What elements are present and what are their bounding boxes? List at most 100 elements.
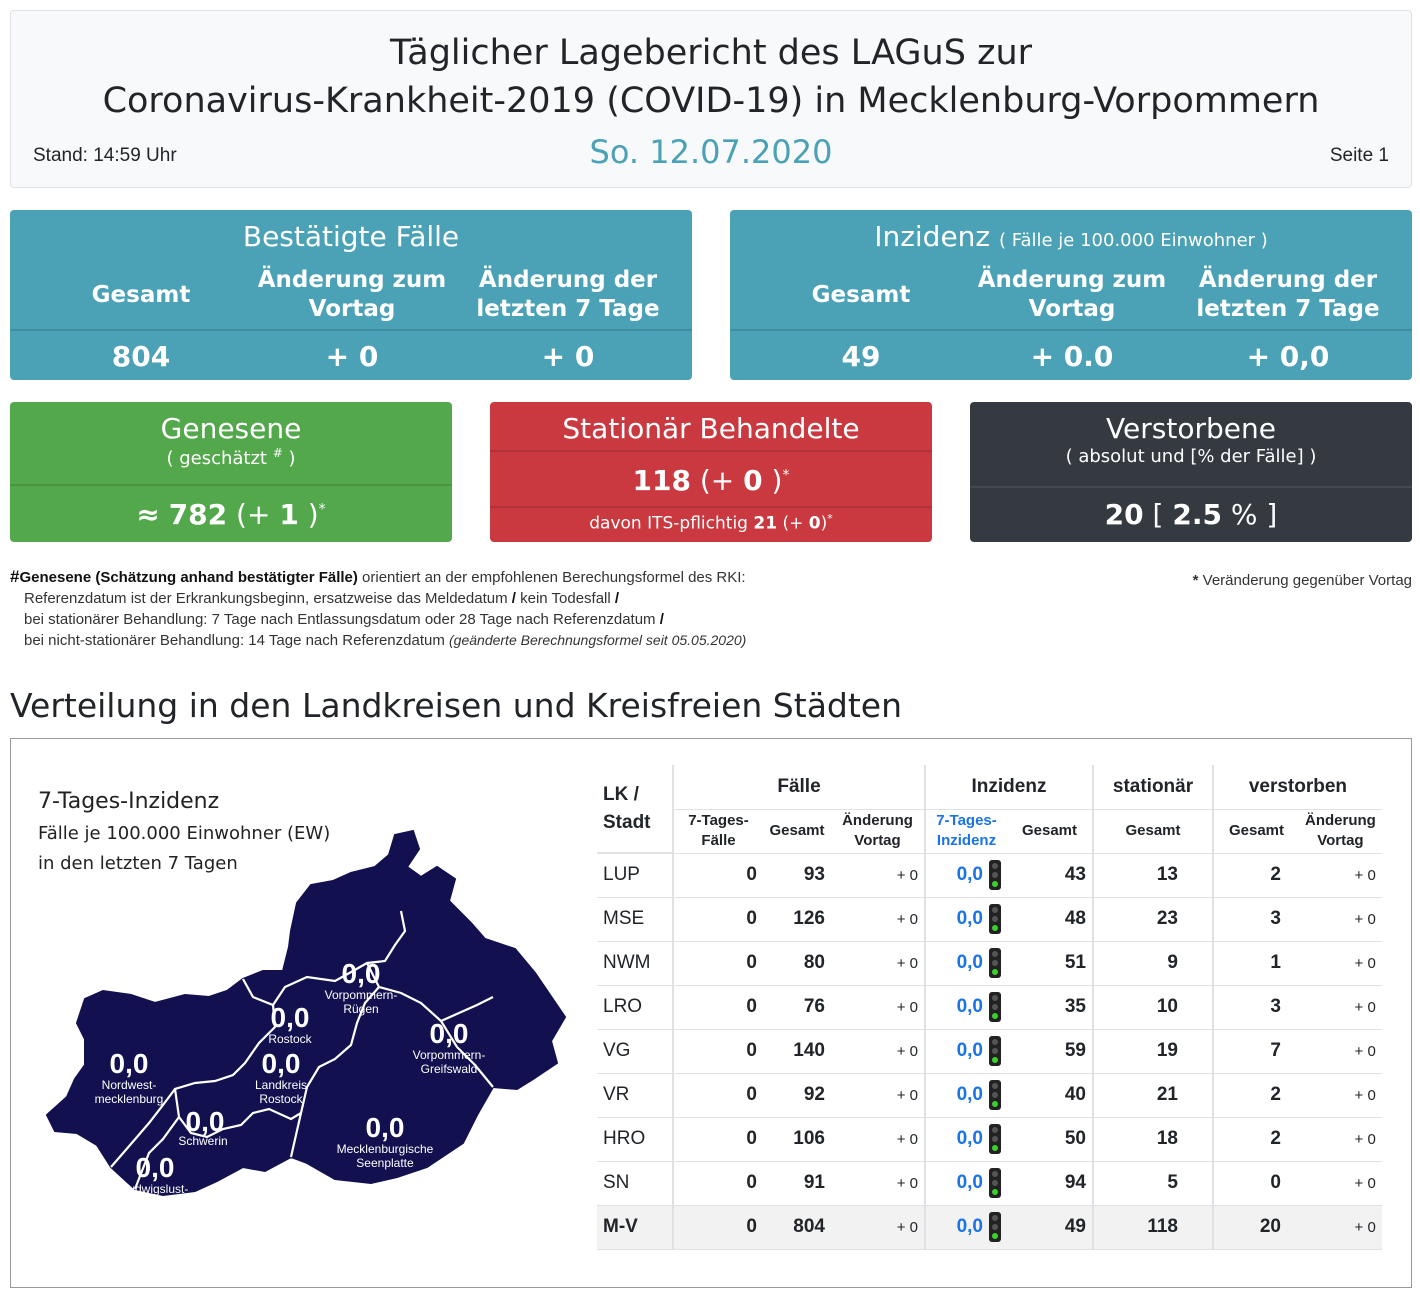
col-faelle-gesamt: Gesamt — [763, 809, 831, 854]
map-value-schwerin: 0,0 — [186, 1106, 225, 1137]
card-divider — [490, 450, 932, 452]
hospitalized-total: 5 — [1092, 1161, 1213, 1206]
incidence-7day: 0,0 — [956, 908, 983, 930]
cases-change: + 0 — [831, 1029, 925, 1074]
footnote-line2-text: Referenzdatum ist der Erkrankungsbeginn,… — [24, 590, 508, 607]
incidence-7day: 0,0 — [956, 1084, 983, 1106]
map-value-seenplatte: 0,0 — [366, 1112, 405, 1143]
report-timestamp: Stand: 14:59 Uhr — [33, 145, 177, 166]
report-header: Täglicher Lagebericht des LAGuS zur Coro… — [10, 10, 1412, 188]
map-label-rostock: Rostock — [268, 1032, 312, 1046]
col-group-verstorben: verstorben — [1212, 765, 1382, 810]
cases-total: 76 — [763, 985, 831, 1030]
incidence-7day-cell: 0,0 — [924, 1161, 1007, 1206]
cases-7day: 0 — [672, 1117, 763, 1162]
district-code: LUP — [597, 853, 673, 898]
deaths-change: + 0 — [1299, 853, 1382, 898]
deceased-percent: 2.5 — [1172, 498, 1222, 531]
footnote-line4-italic: (geänderte Berechnungsformel seit 05.05.… — [449, 632, 747, 648]
cases-7day: 0 — [672, 1161, 763, 1206]
incidence-subtitle: ( Fälle je 100.000 Einwohner ) — [999, 230, 1268, 251]
confirmed-cases-card: Bestätigte Fälle Gesamt Änderung zum Vor… — [10, 210, 692, 380]
deaths-change: + 0 — [1299, 1205, 1382, 1250]
col-stationaer-gesamt: Gesamt — [1092, 809, 1213, 854]
cases-7day: 0 — [672, 1073, 763, 1118]
cases-7day: 0 — [672, 985, 763, 1030]
confirmed-daily-label: Änderung zum Vortag — [257, 267, 447, 322]
traffic-light-icon — [989, 1168, 1001, 1198]
incidence-7day: 0,0 — [956, 864, 983, 886]
hospitalized-total: 18 — [1092, 1117, 1213, 1162]
deaths-change: + 0 — [1299, 1029, 1382, 1074]
incidence-7day: 0,0 — [956, 1172, 983, 1194]
footnote-line4: bei nicht-stationärer Behandlung: 14 Tag… — [10, 630, 746, 651]
report-title-line1: Täglicher Lagebericht des LAGuS zur — [389, 33, 1033, 73]
recovered-title: Genesene — [160, 412, 302, 445]
col-verstorben-aenderung: Änderung Vortag — [1299, 809, 1382, 854]
recovered-subtitle-post: ) — [282, 448, 296, 469]
cases-total: 804 — [763, 1205, 831, 1250]
map-label-seenplatte: Mecklenburgische — [337, 1142, 434, 1156]
table-row: HRO 0 106 + 0 0,0 50 18 2 + 0 — [597, 1117, 1382, 1162]
hospitalized-total: 118 — [1092, 1205, 1213, 1250]
footnote-mark: # — [10, 567, 20, 586]
incidence-total-value: 49 — [841, 340, 881, 373]
cases-change: + 0 — [831, 1117, 925, 1162]
card-divider — [970, 486, 1412, 488]
incidence-card: Inzidenz ( Fälle je 100.000 Einwohner ) … — [730, 210, 1412, 380]
traffic-light-icon — [989, 1124, 1001, 1154]
map-label-ludwigslust-parchim-2: Parchim — [131, 1196, 175, 1210]
incidence-daily-label: Änderung zum Vortag — [977, 267, 1167, 322]
deaths-total: 1 — [1212, 941, 1299, 986]
map-label-landkreis-rostock-2: Rostock — [259, 1092, 303, 1106]
incidence-total: 43 — [1007, 853, 1093, 898]
card-divider — [730, 329, 1412, 331]
hospitalized-total: 21 — [1092, 1073, 1213, 1118]
hospitalized-change-post: ) — [771, 464, 783, 497]
hospitalized-change-pre: (+ — [699, 464, 735, 497]
map-value-vorpommern-ruegen: 0,0 — [342, 958, 381, 989]
map-label-ludwigslust-parchim: Ludwigslust- — [122, 1182, 189, 1196]
map-label-vorpommern-greifswald: Vorpommern- — [413, 1048, 486, 1062]
col-faelle-aenderung: Änderung Vortag — [831, 809, 925, 854]
deaths-total: 3 — [1212, 897, 1299, 942]
recovered-subtitle: ( geschätzt # ) — [10, 446, 452, 469]
table-total-row: M-V 0 804 + 0 0,0 49 118 20 + 0 — [597, 1205, 1382, 1250]
col-7tage-inzidenz: 7-Tages- Inzidenz — [924, 809, 1007, 854]
deceased-bracket-open: [ — [1152, 498, 1164, 531]
deaths-total: 20 — [1212, 1205, 1299, 1250]
footnote-line2: Referenzdatum ist der Erkrankungsbeginn,… — [10, 588, 746, 609]
incidence-weekly-value: + 0,0 — [1246, 340, 1330, 373]
recovered-change-pre: (+ — [236, 498, 271, 531]
deaths-change: + 0 — [1299, 897, 1382, 942]
incidence-7day-cell: 0,0 — [924, 1117, 1007, 1162]
deaths-change: + 0 — [1299, 1161, 1382, 1206]
map-label-nordwestmecklenburg-2: mecklenburg — [95, 1092, 164, 1106]
icu-change-post: ) — [820, 513, 828, 534]
map-labels: 0,0 Vorpommern- Rügen 0,0 Rostock 0,0 Vo… — [95, 958, 486, 1210]
hospitalized-change: 0 — [743, 464, 763, 497]
district-panel: 7-Tages-Inzidenz Fälle je 100.000 Einwoh… — [10, 738, 1412, 1288]
col-group-faelle: Fälle — [672, 765, 925, 810]
deaths-change: + 0 — [1299, 1073, 1382, 1118]
incidence-7day-cell: 0,0 — [924, 897, 1007, 942]
deaths-change: + 0 — [1299, 985, 1382, 1030]
hospitalized-value-row: 118 (+ 0 )* — [490, 464, 932, 497]
table-sub-header: 7-Tages- Fälle Gesamt Änderung Vortag 7-… — [597, 809, 1382, 854]
hospitalized-card: Stationär Behandelte 118 (+ 0 )* davon I… — [490, 402, 932, 542]
table-row: LUP 0 93 + 0 0,0 43 13 2 + 0 — [597, 853, 1382, 898]
recovered-footnote: #Genesene (Schätzung anhand bestätigter … — [10, 566, 746, 651]
hospitalized-total: 13 — [1092, 853, 1213, 898]
district-code: SN — [597, 1161, 673, 1206]
map-label-vorpommern-greifswald-2: Greifswald — [421, 1062, 478, 1076]
deaths-total: 2 — [1212, 1073, 1299, 1118]
deceased-percent-sign: % — [1230, 498, 1258, 531]
map-label-seenplatte-2: Seenplatte — [356, 1156, 414, 1170]
report-date: So. 12.07.2020 — [589, 133, 833, 171]
deaths-change: + 0 — [1299, 1117, 1382, 1162]
cases-total: 140 — [763, 1029, 831, 1074]
traffic-light-icon — [989, 992, 1001, 1022]
recovered-change-post: ) — [307, 498, 319, 531]
col-verstorben-gesamt: Gesamt — [1212, 809, 1299, 854]
cases-change: + 0 — [831, 941, 925, 986]
